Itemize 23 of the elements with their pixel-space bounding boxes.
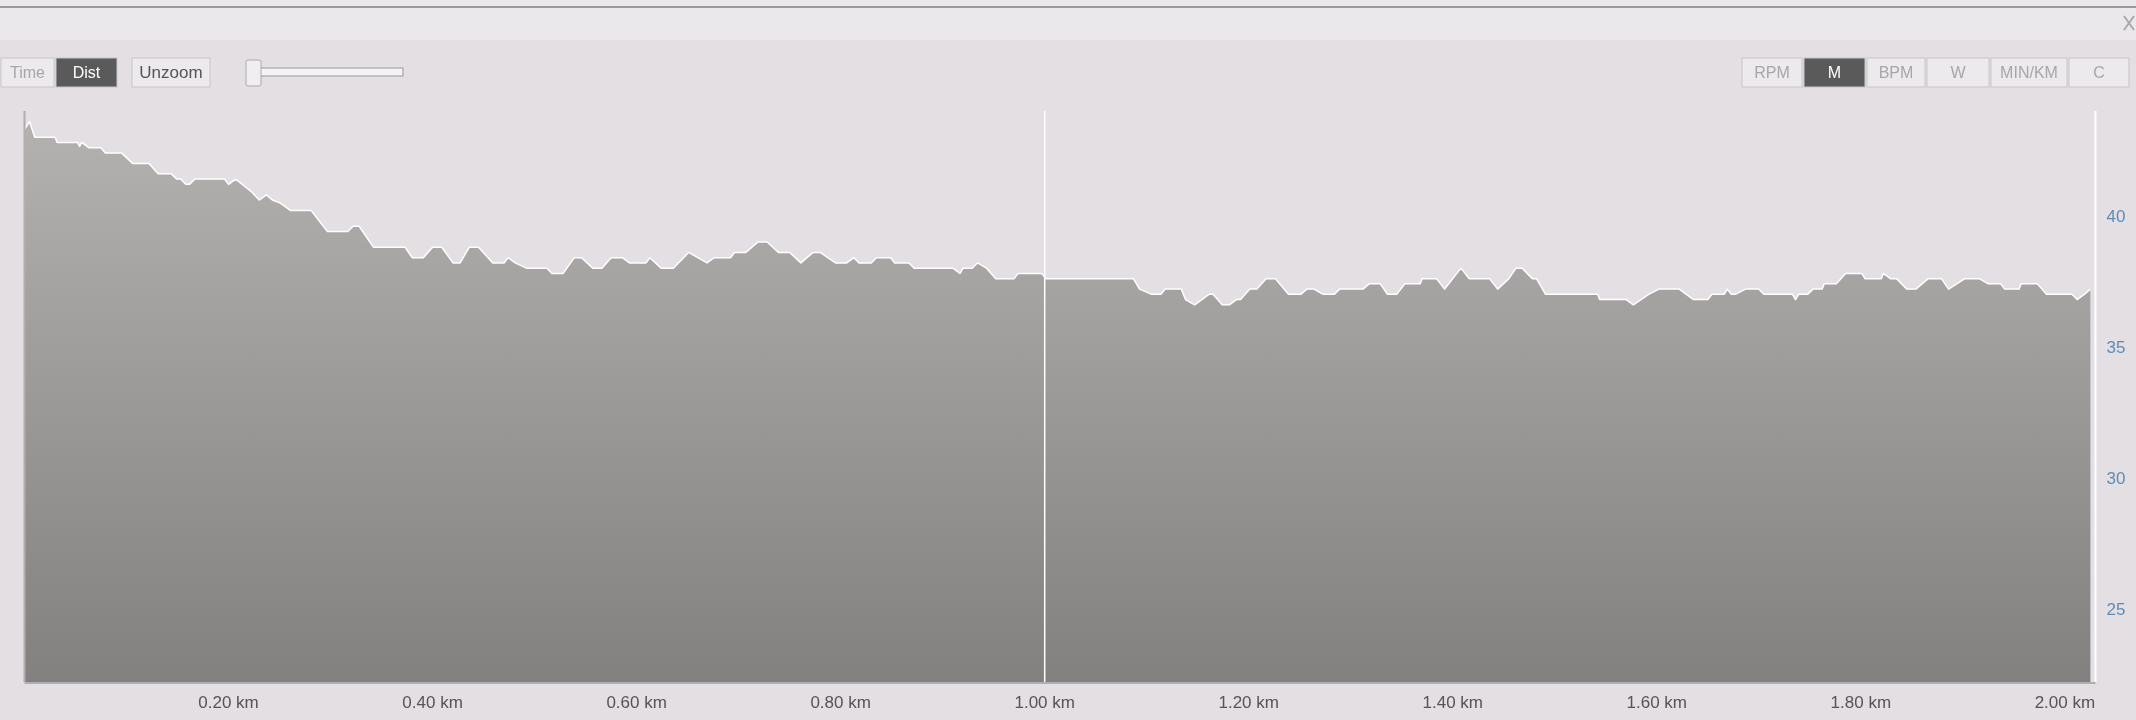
x-tick-label: 0.60 km — [606, 693, 667, 712]
x-tick-label: 0.80 km — [810, 693, 871, 712]
x-tick-label: 0.40 km — [402, 693, 463, 712]
text: BPM — [1878, 64, 1914, 81]
x-tick-label: 1.20 km — [1218, 693, 1279, 712]
text: M — [1827, 64, 1842, 81]
y-tick-label: 35 — [2106, 337, 2126, 357]
text: MIN/KM — [2000, 64, 2058, 81]
text: Dist — [72, 64, 101, 81]
x-tick-label: 1.80 km — [1830, 693, 1892, 712]
y-tick-label: 40 — [2106, 206, 2126, 226]
x-tick-label: 1.40 km — [1422, 693, 1484, 712]
x-tick-label: 1.60 km — [1626, 693, 1688, 712]
text: C — [2093, 64, 2105, 81]
text: Unzoom — [139, 63, 203, 82]
x-tick-label: 0.20 km — [198, 693, 259, 712]
x-tick-label: 1.00 km — [1014, 693, 1075, 712]
text: W — [1950, 64, 1967, 81]
x-tick-label: 2.00 km — [2034, 693, 2096, 712]
text: Time — [10, 64, 46, 81]
y-tick-label: 25 — [2106, 599, 2126, 619]
text: RPM — [1754, 64, 1790, 81]
y-tick-label: 30 — [2106, 468, 2126, 488]
